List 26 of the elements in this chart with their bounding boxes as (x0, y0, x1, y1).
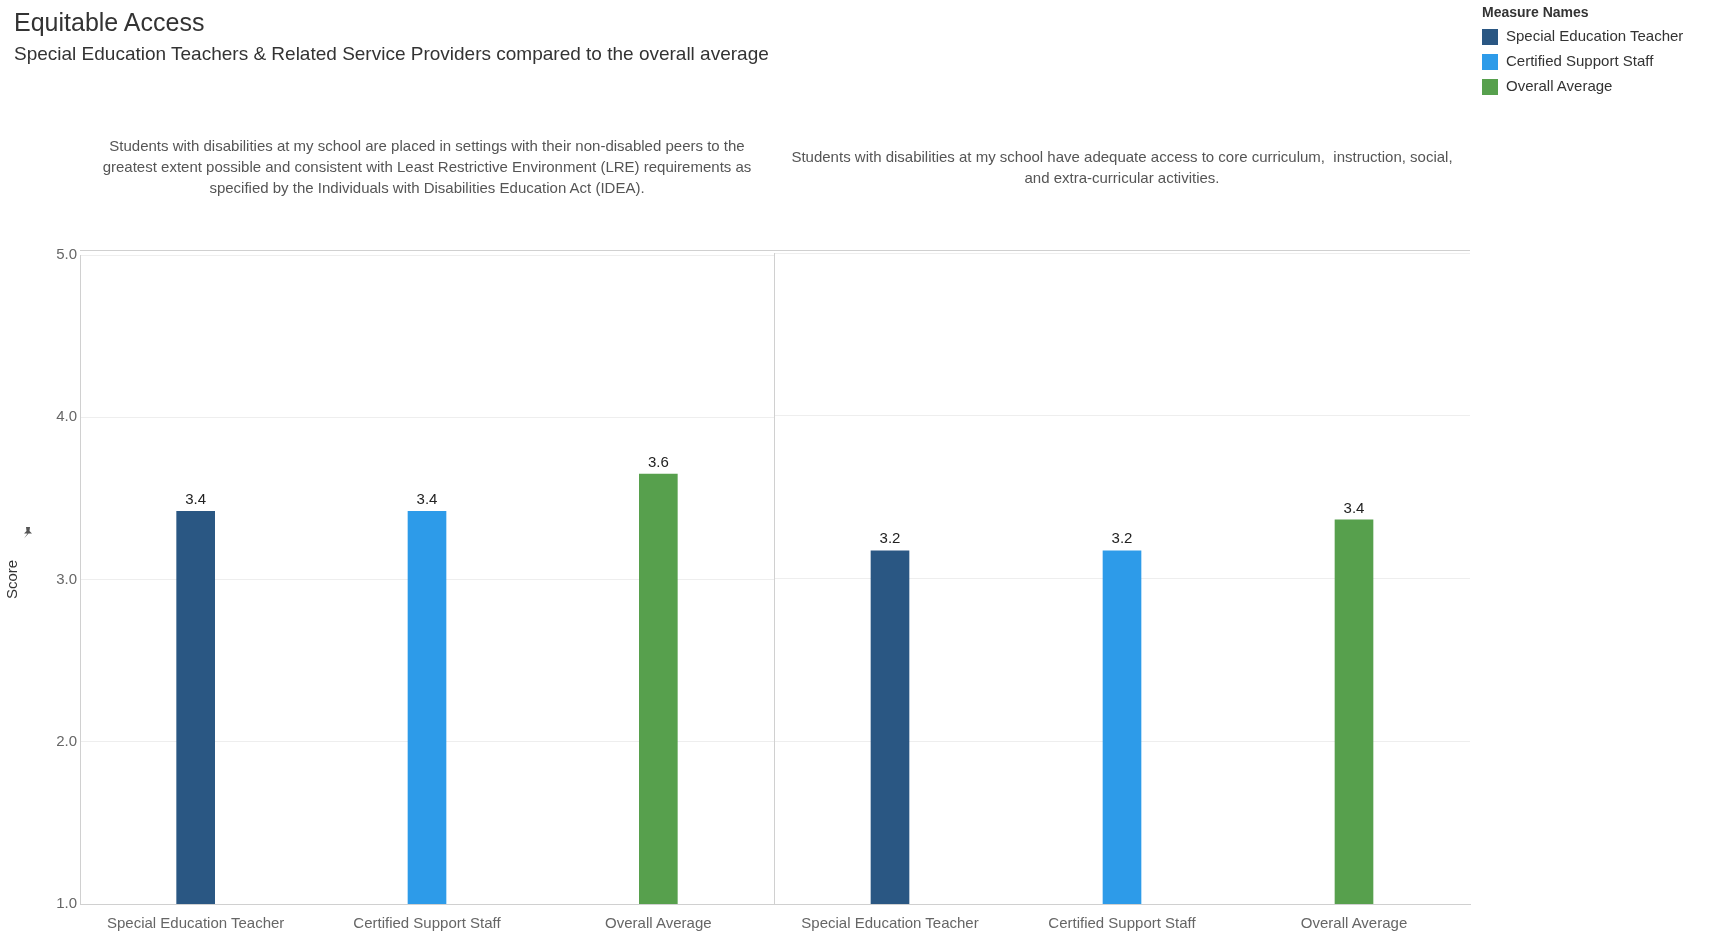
chart-title: Students with disabilities at my school have adequate access to core curriculum, instruction, social, and extra-curricular activities. (774, 83, 1470, 251)
legend-title: Measure Names (1482, 3, 1589, 20)
data-label: 3.2 (879, 529, 901, 547)
text: Special Education Teachers & Related Service Providers compared to the overall average (14, 43, 769, 65)
text: Equitable Access (14, 8, 206, 37)
y-tick-label: 3.0 (56, 569, 77, 587)
x-tick-label: Special Education Teacher (801, 914, 979, 932)
legend-label: Certified Support Staff (1506, 52, 1655, 70)
y-tick-label: 4.0 (56, 407, 77, 425)
data-label: 3.2 (1111, 529, 1133, 547)
y-tick-label: 5.0 (56, 245, 77, 263)
data-label: 3.4 (185, 490, 207, 507)
data-label: 3.6 (647, 452, 669, 470)
chart-title: Students with disabilities at my school are placed in settings with their non-disabled peers to the greatest extent possible and consistent with Least Restrictive Environment (LRE) requirements as specified by the Individuals with Disabilities Education Act (IDEA). (80, 83, 774, 251)
y-tick-label: 2.0 (56, 731, 77, 749)
y-tick-label: 1.0 (56, 894, 77, 912)
data-label: 3.4 (1343, 498, 1365, 516)
legend-label: Overall Average (1506, 77, 1613, 95)
x-tick-label: Certified Support Staff (353, 914, 502, 932)
data-label: 3.4 (416, 490, 438, 507)
x-tick-label: Certified Support Staff (1048, 914, 1197, 932)
x-tick-label: Special Education Teacher (106, 914, 285, 932)
legend-label: Special Education Teacher (1506, 27, 1684, 45)
x-tick-label: Overall Average (1300, 914, 1408, 932)
y-axis-title: Score (3, 559, 21, 600)
x-tick-label: Overall Average (605, 914, 712, 932)
